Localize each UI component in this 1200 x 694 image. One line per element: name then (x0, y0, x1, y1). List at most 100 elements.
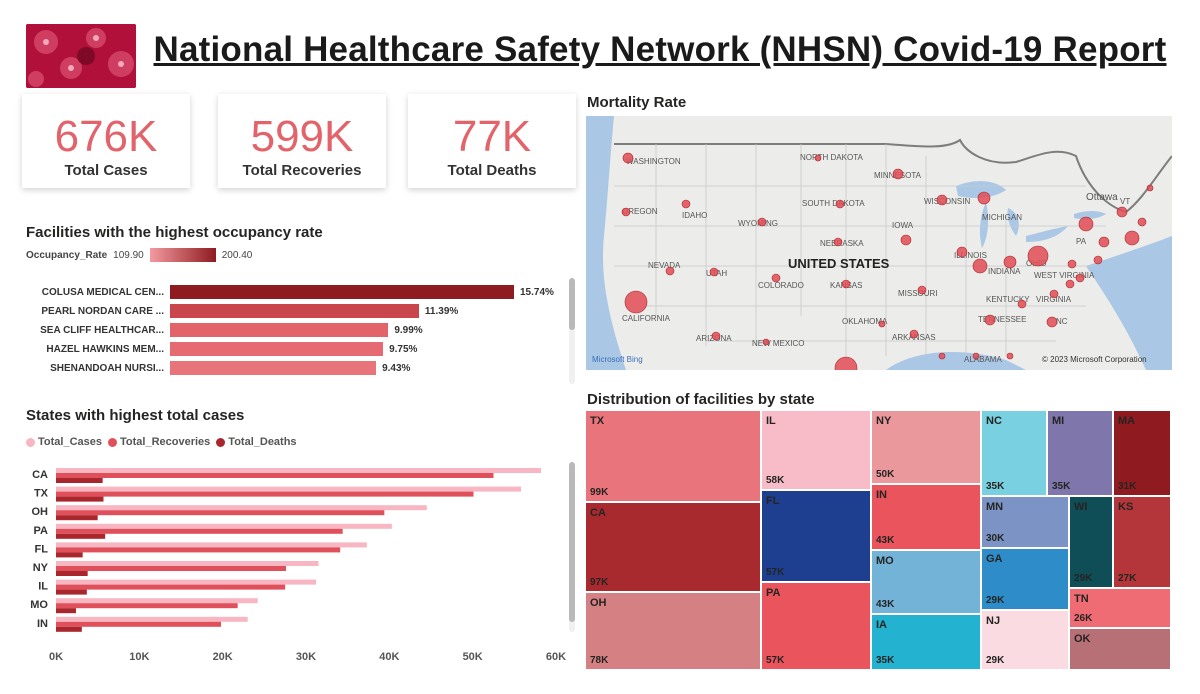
bar-total-deaths[interactable] (56, 496, 104, 502)
occupancy-bar[interactable] (170, 285, 514, 299)
bar-total-cases[interactable] (56, 579, 316, 585)
treemap-value-label: 29K (986, 655, 1005, 666)
treemap-value-label: 50K (876, 469, 895, 480)
bar-total-recoveries[interactable] (56, 621, 221, 627)
bar-total-deaths[interactable] (56, 589, 87, 595)
bar-total-cases[interactable] (56, 598, 258, 604)
kpi-label: Total Cases (64, 162, 148, 179)
bar-total-recoveries[interactable] (56, 473, 494, 478)
treemap-cell-nj[interactable]: NJ 29K (982, 611, 1068, 669)
kpi-label: Total Recoveries (242, 162, 362, 179)
map-label: OKLAHOMA (842, 317, 888, 326)
occupancy-row[interactable]: SEA CLIFF HEALTHCAR... 9.99% (20, 322, 580, 338)
bar-total-deaths[interactable] (56, 571, 88, 576)
map-label: NORTH DAKOTA (800, 153, 863, 162)
states-scrollbar[interactable] (569, 462, 575, 632)
treemap-title: Distribution of facilities by state (587, 391, 815, 408)
bar-total-cases[interactable] (56, 486, 521, 492)
occupancy-bar[interactable] (170, 342, 384, 356)
treemap-state-label: OH (590, 597, 607, 609)
occupancy-row[interactable]: SHENANDOAH NURSI... 9.43% (20, 360, 580, 376)
treemap-state-label: IL (766, 415, 776, 427)
treemap-cell-ks[interactable]: KS 27K (1114, 497, 1170, 587)
treemap-value-label: 43K (876, 535, 895, 546)
kpi-value: 676K (54, 112, 158, 161)
treemap-cell-il[interactable]: IL 58K (762, 411, 870, 489)
occupancy-scroll-thumb[interactable] (569, 278, 575, 330)
bar-total-recoveries[interactable] (56, 491, 474, 497)
bar-total-cases[interactable] (56, 523, 392, 529)
bar-total-deaths[interactable] (56, 533, 106, 539)
states-bar-chart: CA TX OH PA FL NY IL MO IN 0K 10K 20K 30K 40K 50K 60K (30, 468, 566, 663)
treemap-cell-tx[interactable]: TX 99K (586, 411, 760, 501)
facility-name: SHENANDOAH NURSI... (50, 362, 164, 374)
treemap-cell-mo[interactable]: MO 43K (872, 551, 980, 613)
treemap-cell-oh[interactable]: OH 78K (586, 593, 760, 669)
map-label: NEW MEXICO (752, 339, 804, 348)
treemap-state-label: NJ (986, 615, 1001, 627)
legend-item-total-deaths[interactable]: Total_Deaths (216, 436, 297, 448)
map-label: ALABAMA (964, 355, 1002, 364)
occupancy-row[interactable]: PEARL NORDAN CARE ... 11.39% (20, 303, 580, 319)
states-scroll-thumb[interactable] (569, 462, 575, 622)
occupancy-bar[interactable] (170, 323, 389, 337)
category-label: MO (30, 599, 48, 611)
facility-name: HAZEL HAWKINS MEM... (46, 343, 164, 355)
occupancy-bar[interactable] (170, 304, 419, 318)
map-label: WEST VIRGINIA (1034, 271, 1095, 280)
kpi-card-total-deaths: 77K Total Deaths (408, 94, 576, 188)
kpi-value: 599K (250, 112, 354, 161)
map-label: Ottawa (1086, 192, 1118, 203)
occupancy-row[interactable]: HAZEL HAWKINS MEM... 9.75% (20, 341, 580, 357)
treemap-cell-mi[interactable]: MI 35K (1048, 411, 1112, 495)
treemap-cell-ma[interactable]: MA 31K (1114, 411, 1170, 495)
map-label: TENNESSEE (978, 315, 1026, 324)
treemap-cell-ca[interactable]: CA 97K (586, 503, 760, 591)
bar-total-cases[interactable] (56, 561, 319, 566)
bar-total-recoveries[interactable] (56, 566, 286, 571)
map-label: NEVADA (648, 261, 681, 270)
treemap-value-label: 35K (876, 655, 895, 666)
occupancy-scrollbar[interactable] (569, 278, 575, 384)
treemap-cell-pa[interactable]: PA 57K (762, 583, 870, 669)
bar-total-deaths[interactable] (56, 626, 82, 632)
bar-total-deaths[interactable] (56, 608, 76, 614)
bar-total-cases[interactable] (56, 616, 248, 622)
category-label: NY (33, 562, 49, 574)
map-country-label: UNITED STATES (788, 256, 890, 271)
map-label: VT (1120, 197, 1130, 206)
x-tick-label: 10K (129, 651, 149, 663)
occupancy-bar[interactable] (170, 361, 377, 375)
treemap-cell-mn[interactable]: MN 30K (982, 497, 1068, 547)
map-label: MISSOURI (898, 289, 938, 298)
bar-total-recoveries[interactable] (56, 510, 385, 516)
bar-total-cases[interactable] (56, 542, 367, 548)
treemap-cell-in[interactable]: IN 43K (872, 485, 980, 549)
bar-total-recoveries[interactable] (56, 547, 341, 553)
bar-total-deaths[interactable] (56, 515, 98, 521)
bar-total-recoveries[interactable] (56, 584, 286, 590)
treemap-cell-fl[interactable]: FL 57K (762, 491, 870, 581)
bar-total-recoveries[interactable] (56, 528, 343, 534)
legend-item-total-recoveries[interactable]: Total_Recoveries (108, 436, 210, 448)
bar-total-deaths[interactable] (56, 552, 83, 558)
treemap-cell-ga[interactable]: GA 29K (982, 549, 1068, 609)
bar-total-recoveries[interactable] (56, 603, 238, 609)
treemap-cell-nc[interactable]: NC 35K (982, 411, 1046, 495)
bar-total-cases[interactable] (56, 468, 541, 473)
mortality-map[interactable]: WASHINGTON OREGON IDAHO NEVADA CALIFORNI… (586, 116, 1172, 370)
map-label: NEBRASKA (820, 239, 864, 248)
treemap-cell-ny[interactable]: NY 50K (872, 411, 980, 483)
treemap-state-label: PA (766, 587, 781, 599)
treemap-cell-wi[interactable]: WI 29K (1070, 497, 1112, 587)
occupancy-row[interactable]: COLUSA MEDICAL CEN... 15.74% (20, 284, 580, 300)
bar-total-deaths[interactable] (56, 478, 103, 483)
bar-total-cases[interactable] (56, 505, 427, 511)
treemap-cell-ia[interactable]: IA 35K (872, 615, 980, 669)
kpi-label: Total Deaths (447, 162, 537, 179)
legend-item-total-cases[interactable]: Total_Cases (26, 436, 102, 448)
legend-label: Total_Recoveries (120, 436, 211, 448)
treemap-cell-tn[interactable]: TN 26K (1070, 589, 1170, 627)
treemap-state-label: NY (876, 415, 892, 427)
treemap-cell-ok[interactable]: OK (1070, 629, 1170, 669)
